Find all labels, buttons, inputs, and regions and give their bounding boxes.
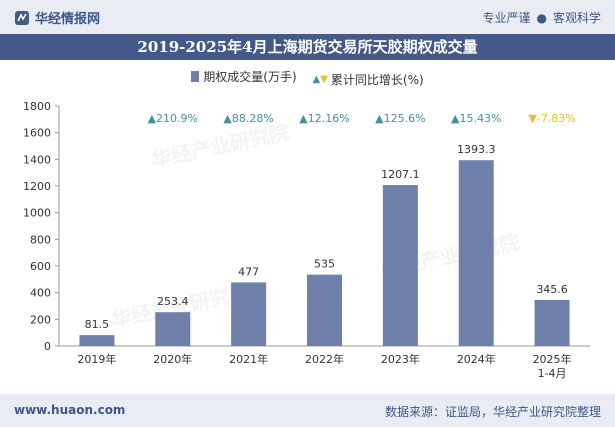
bar xyxy=(79,335,115,346)
x-tick-label: 2020年 xyxy=(153,352,192,366)
x-tick-label: 2023年 xyxy=(381,352,420,366)
bar-value-label: 1393.3 xyxy=(457,143,496,156)
tagline-dot-icon: ● xyxy=(536,11,547,25)
tagline-right: 客观科学 xyxy=(552,11,601,25)
growth-value: 12.16% xyxy=(308,112,350,125)
growth-value: 125.6% xyxy=(384,112,426,125)
growth-label: ▲15.43% xyxy=(451,112,501,125)
growth-up-triangle-icon: ▲ xyxy=(223,112,232,125)
bar xyxy=(307,274,342,346)
bar xyxy=(231,282,267,346)
footer-source: 数据来源：证监局，华经产业研究院整理 xyxy=(384,405,601,419)
brand-name: 华经情报网 xyxy=(35,12,101,27)
x-tick-label: 2019年 xyxy=(77,352,116,366)
bar-value-label: 345.6 xyxy=(536,283,568,296)
x-tick-label: 2022年 xyxy=(305,352,344,366)
legend-item-growth: ▲ ▼ 累计同比增长(%) xyxy=(313,71,424,88)
bar xyxy=(534,299,570,346)
y-tick-label: 1200 xyxy=(23,180,51,193)
tagline-left: 专业严谨 xyxy=(482,11,531,25)
growth-up-triangle-icon: ▲ xyxy=(299,112,308,125)
y-tick-label: 1600 xyxy=(23,127,51,140)
bar-value-label: 253.4 xyxy=(157,295,189,308)
growth-value: 210.9% xyxy=(156,112,198,125)
growth-label: ▲12.16% xyxy=(299,112,349,125)
x-tick-label: 2025年 xyxy=(533,352,572,366)
growth-label: ▼-7.83% xyxy=(528,112,575,125)
growth-label: ▲210.9% xyxy=(148,112,198,125)
y-tick-label: 200 xyxy=(30,313,51,326)
brand-logo-icon xyxy=(15,10,29,25)
bar-value-label: 535 xyxy=(314,258,335,271)
legend-bar-swatch-icon xyxy=(191,71,200,82)
y-tick-label: 600 xyxy=(30,260,51,273)
header-bar: 华经情报网 专业严谨 ● 客观科学 xyxy=(0,0,615,34)
growth-up-triangle-icon: ▲ xyxy=(375,112,384,125)
y-tick-label: 1000 xyxy=(23,207,51,220)
y-tick-label: 400 xyxy=(30,287,51,300)
title-bar: 2019-2025年4月上海期货交易所天胶期权成交量 xyxy=(0,34,615,60)
brand: 华经情报网 xyxy=(14,8,100,27)
y-tick-label: 1400 xyxy=(23,153,51,166)
legend-item-bar: 期权成交量(万手) xyxy=(191,68,297,85)
chart-title: 2019-2025年4月上海期货交易所天胶期权成交量 xyxy=(137,38,478,56)
bar-value-label: 81.5 xyxy=(85,318,110,331)
legend-bar-label: 期权成交量(万手) xyxy=(203,70,297,84)
bar xyxy=(458,160,494,346)
growth-down-triangle-icon: ▼ xyxy=(528,112,537,125)
growth-label: ▲125.6% xyxy=(375,112,425,125)
legend-up-triangle-icon: ▲ xyxy=(312,74,321,85)
x-tick-label: 2024年 xyxy=(457,352,496,366)
legend-down-triangle-icon: ▼ xyxy=(320,74,328,85)
bar-value-label: 1207.1 xyxy=(381,168,420,181)
y-tick-label: 1800 xyxy=(23,100,51,113)
bar-value-label: 477 xyxy=(238,265,259,278)
footer-bar: www.huaon.com 数据来源：证监局，华经产业研究院整理 xyxy=(0,394,615,427)
chart-legend: 期权成交量(万手) ▲ ▼ 累计同比增长(%) xyxy=(0,68,615,88)
y-tick-label: 0 xyxy=(44,340,51,353)
tagline: 专业严谨 ● 客观科学 xyxy=(482,9,601,26)
growth-value: -7.83% xyxy=(537,112,576,125)
growth-value: 15.43% xyxy=(459,112,501,125)
legend-growth-label: 累计同比增长(%) xyxy=(330,73,424,87)
bar xyxy=(155,312,191,346)
y-tick-label: 800 xyxy=(30,233,51,246)
growth-label: ▲88.28% xyxy=(223,112,273,125)
bar xyxy=(382,185,418,346)
x-tick-label: 1-4月 xyxy=(538,367,567,380)
growth-value: 88.28% xyxy=(232,112,274,125)
x-tick-label: 2021年 xyxy=(229,352,268,366)
bar-chart: 0 200 400 600 800 1000 1200 1400 1600 1800 81.5 201… xyxy=(23,100,590,380)
footer-website: www.huaon.com xyxy=(14,403,126,417)
growth-up-triangle-icon: ▲ xyxy=(451,112,460,125)
growth-up-triangle-icon: ▲ xyxy=(148,112,157,125)
